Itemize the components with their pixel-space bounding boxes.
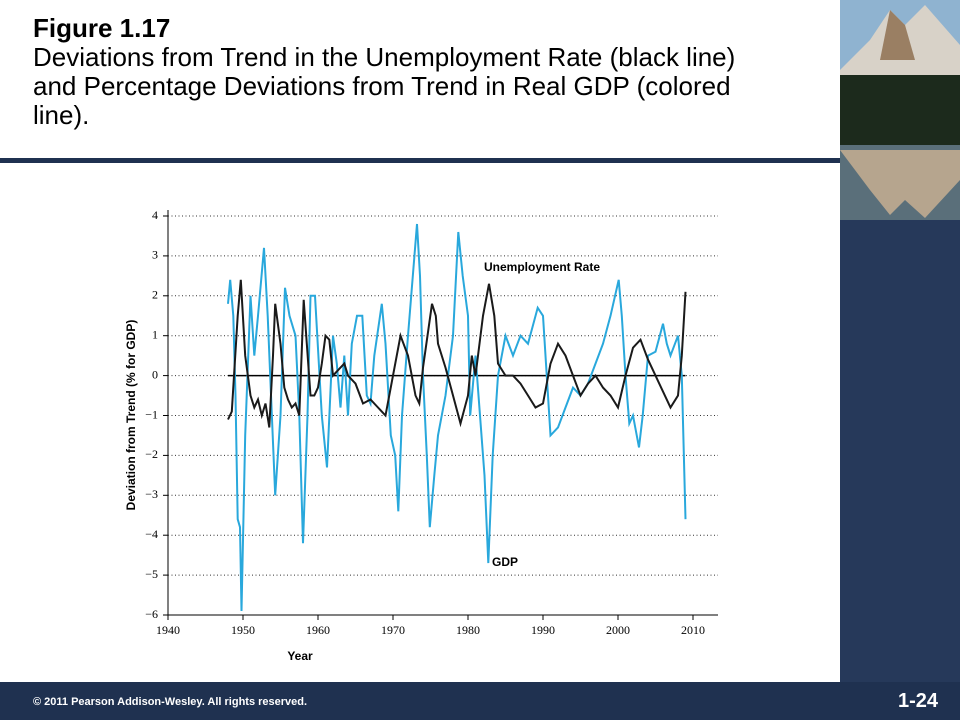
x-tick-label: 2000 [606, 623, 630, 637]
x-tick-label: 1980 [456, 623, 480, 637]
series-label: GDP [492, 555, 518, 569]
title: Figure 1.17 Deviations from Trend in the … [33, 14, 773, 130]
y-tick-label: 3 [152, 248, 158, 262]
title-rule [0, 158, 840, 163]
y-tick-label: −5 [145, 567, 158, 581]
y-tick-label: 4 [152, 208, 158, 222]
y-tick-label: −3 [145, 487, 158, 501]
series-line [227, 279, 687, 428]
x-tick-label: 1940 [156, 623, 180, 637]
y-tick-label: −1 [145, 407, 158, 421]
y-tick-label: 0 [152, 367, 158, 381]
copyright: © 2011 Pearson Addison-Wesley. All right… [33, 696, 308, 708]
x-tick-label: 1950 [231, 623, 255, 637]
y-tick-label: −2 [145, 447, 158, 461]
y-tick-label: −4 [145, 527, 158, 541]
x-tick-label: 1990 [531, 623, 555, 637]
page-number: 1-24 [897, 690, 938, 712]
series-line [227, 223, 687, 612]
series-label: Unemployment Rate [484, 260, 600, 274]
footer: © 2011 Pearson Addison-Wesley. All right… [0, 682, 960, 720]
mountain-image [840, 0, 960, 220]
y-tick-label: 1 [152, 327, 158, 341]
y-tick-label: 2 [152, 288, 158, 302]
x-tick-label: 2010 [681, 623, 705, 637]
x-axis-title: Year [287, 649, 313, 663]
y-axis-title: Deviation from Trend (% for GDP) [124, 320, 138, 511]
y-tick-label: −6 [145, 607, 158, 621]
x-tick-label: 1970 [381, 623, 405, 637]
x-tick-label: 1960 [306, 623, 330, 637]
caption: Deviations from Trend in the Unemploymen… [33, 42, 736, 130]
heading: Figure 1.17 [33, 13, 171, 43]
